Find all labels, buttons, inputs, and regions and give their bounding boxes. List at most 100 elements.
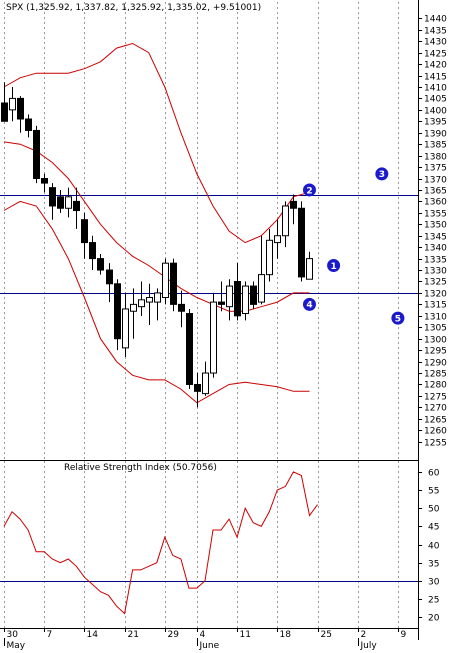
rsi-panel: 20 25 30 35 40 45 50 55 60 Relative Strength Ind… xyxy=(0,461,440,628)
candle xyxy=(178,290,185,328)
candle-body xyxy=(194,383,201,392)
rsi-title: Relative Strength Index (50.7056) xyxy=(64,463,217,473)
candle xyxy=(138,281,145,316)
candle-body xyxy=(81,219,88,244)
candle xyxy=(41,173,48,193)
month-label: June xyxy=(199,641,220,651)
price-y-tick-label: 1420 xyxy=(424,61,447,71)
candle-body xyxy=(202,372,209,395)
marker-circle xyxy=(375,167,389,181)
price-y-tick-label: 1395 xyxy=(424,118,447,128)
marker-5: 5 xyxy=(391,311,405,325)
candle-body xyxy=(210,301,217,374)
candle-body xyxy=(282,205,289,237)
candle xyxy=(186,308,193,390)
candle-body xyxy=(97,258,104,271)
bollinger-lower-band xyxy=(3,200,310,404)
candle xyxy=(170,258,177,312)
candle-body xyxy=(49,187,56,207)
candle-body xyxy=(154,292,161,303)
rsi-y-tick-label: 60 xyxy=(428,469,440,479)
candle-body xyxy=(17,97,24,120)
candle xyxy=(290,194,297,225)
candle xyxy=(306,251,313,280)
candle-body xyxy=(250,285,257,305)
candle xyxy=(1,82,8,122)
candle xyxy=(25,114,32,138)
candle-body xyxy=(266,239,273,276)
candle-body xyxy=(33,129,40,180)
marker-label: 1 xyxy=(330,262,336,272)
candle-body xyxy=(130,303,137,312)
candle xyxy=(194,373,201,408)
price-y-tick-label: 1285 xyxy=(424,370,447,380)
price-y-tick-label: 1295 xyxy=(424,347,447,357)
price-y-tick-label: 1360 xyxy=(424,198,447,208)
price-y-tick-label: 1280 xyxy=(424,381,447,391)
price-y-tick-label: 1415 xyxy=(424,73,447,83)
rsi-y-tick-label: 50 xyxy=(428,505,440,515)
price-y-tick-label: 1345 xyxy=(424,233,447,243)
candle-body xyxy=(41,178,48,184)
candle xyxy=(234,263,241,321)
price-y-tick-label: 1350 xyxy=(424,221,447,231)
x-tick-label: 25 xyxy=(321,630,332,640)
price-support-resistance-lines xyxy=(0,195,418,294)
rsi-y-tick-label: 35 xyxy=(428,560,439,570)
marker-label: 3 xyxy=(379,170,385,180)
marker-label: 5 xyxy=(395,314,401,324)
x-tick-label: 4 xyxy=(200,630,206,640)
rsi-line xyxy=(3,471,318,615)
bollinger-upper-band xyxy=(3,42,310,244)
candle-body xyxy=(298,207,305,278)
candle-body xyxy=(146,297,153,303)
candle-body xyxy=(138,299,145,308)
marker-label: 2 xyxy=(306,186,312,196)
price-y-tick-label: 1305 xyxy=(424,324,447,334)
candle-body xyxy=(122,308,129,349)
candle-body xyxy=(73,200,80,212)
x-tick-label: 30 xyxy=(7,630,19,640)
x-tick-label: 2 xyxy=(361,630,367,640)
candle xyxy=(242,281,249,321)
candle xyxy=(33,125,40,184)
marker-circle xyxy=(302,183,316,197)
candle-body xyxy=(1,102,8,122)
candle xyxy=(114,279,121,351)
marker-circle xyxy=(302,297,316,311)
candle xyxy=(106,263,113,303)
candle xyxy=(266,228,273,282)
price-y-tick-label: 1405 xyxy=(424,95,447,105)
price-y-tick-label: 1380 xyxy=(424,153,447,163)
candle-body xyxy=(274,235,281,244)
candle-body xyxy=(114,283,121,340)
candle-body xyxy=(186,313,193,385)
candle-body xyxy=(57,196,64,209)
x-tick-label: 7 xyxy=(47,630,53,640)
x-tick-label: 29 xyxy=(168,630,180,640)
candle xyxy=(81,212,88,259)
candle xyxy=(89,235,96,271)
candle-body xyxy=(65,196,72,209)
candle xyxy=(130,288,137,339)
candle-body xyxy=(306,258,313,280)
candle xyxy=(122,292,129,358)
price-y-tick-label: 1370 xyxy=(424,176,447,186)
price-y-tick-label: 1325 xyxy=(424,278,447,288)
marker-circle xyxy=(327,258,341,272)
marker-3: 3 xyxy=(375,167,389,181)
month-label: May xyxy=(7,641,26,651)
candle xyxy=(97,254,104,275)
candle xyxy=(226,279,233,321)
price-y-tick-label: 1365 xyxy=(424,187,447,197)
candle xyxy=(282,201,289,248)
rsi-y-tick-label: 30 xyxy=(428,578,440,588)
rsi-y-axis: 20 25 30 35 40 45 50 55 60 xyxy=(418,469,440,624)
price-y-tick-label: 1335 xyxy=(424,256,447,266)
marker-2: 2 xyxy=(302,183,316,197)
price-y-tick-label: 1385 xyxy=(424,141,447,151)
price-y-tick-label: 1255 xyxy=(424,439,447,449)
candle-body xyxy=(89,242,96,260)
